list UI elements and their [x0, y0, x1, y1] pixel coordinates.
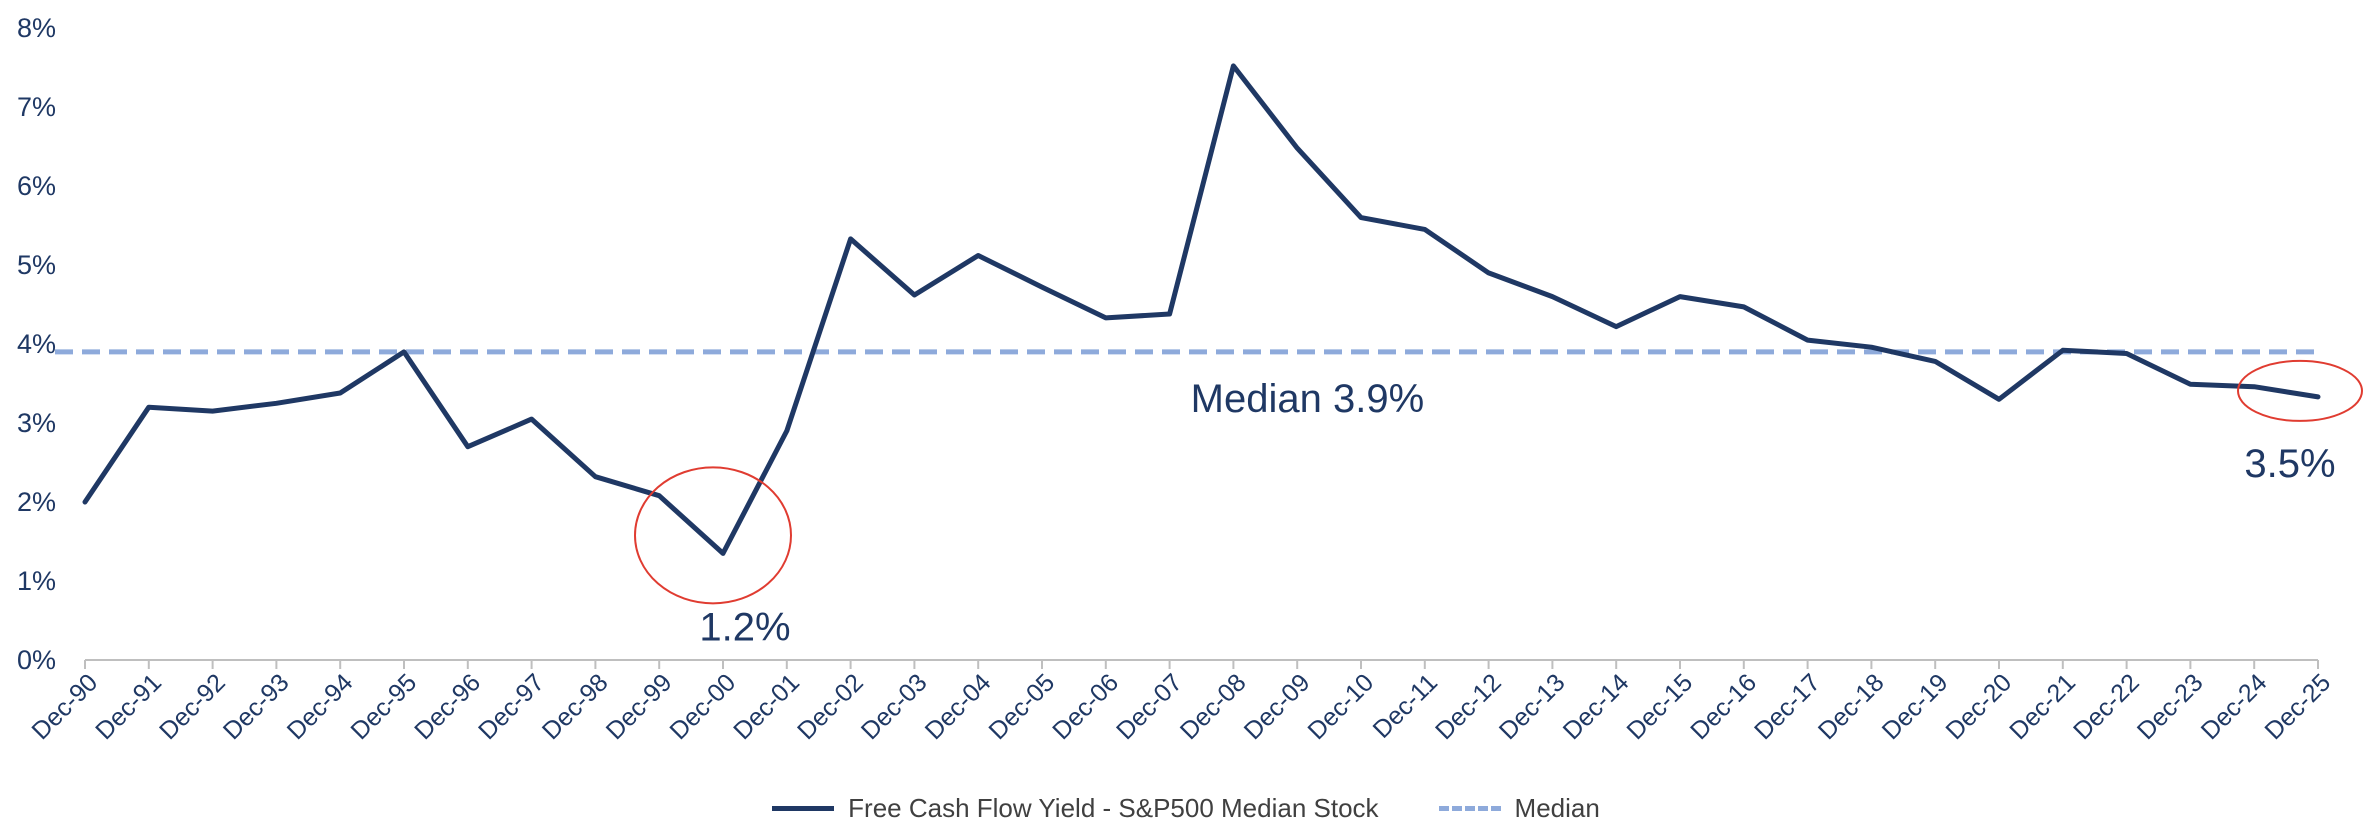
- x-tick-label: Dec-24: [2196, 668, 2273, 745]
- x-tick-label: Dec-95: [345, 668, 422, 745]
- x-tick-label: Dec-13: [1494, 668, 1571, 745]
- y-tick-label: 8%: [17, 13, 56, 43]
- y-tick-label: 5%: [17, 250, 56, 280]
- x-tick-label: Dec-20: [1940, 668, 2017, 745]
- x-tick-label: Dec-98: [537, 668, 614, 745]
- x-tick-label: Dec-03: [856, 668, 933, 745]
- x-tick-label: Dec-18: [1813, 668, 1890, 745]
- x-tick-label: Dec-19: [1877, 668, 1954, 745]
- y-tick-label: 2%: [17, 487, 56, 517]
- x-tick-label: Dec-94: [282, 668, 359, 745]
- x-tick-label: Dec-08: [1175, 668, 1252, 745]
- x-tick-label: Dec-97: [473, 668, 550, 745]
- y-tick-label: 0%: [17, 645, 56, 675]
- x-tick-label: Dec-04: [920, 668, 997, 745]
- x-tick-label: Dec-10: [1302, 668, 1379, 745]
- legend-label-median: Median: [1514, 792, 1600, 823]
- x-tick-label: Dec-15: [1621, 668, 1698, 745]
- line-chart: 0%1%2%3%4%5%6%7%8% Dec-90Dec-91Dec-92Dec…: [17, 13, 2363, 745]
- legend-item-fcf-yield: Free Cash Flow Yield - S&P500 Median Sto…: [772, 792, 1379, 824]
- x-tick-label: Dec-25: [2259, 668, 2336, 745]
- series-layer: [82, 63, 2321, 556]
- x-tick-label: Dec-91: [90, 668, 167, 745]
- x-tick-label: Dec-07: [1111, 668, 1188, 745]
- fcf-yield-line: [82, 63, 2321, 556]
- x-tick-label: Dec-99: [601, 668, 678, 745]
- x-tick-label: Dec-90: [26, 668, 103, 745]
- y-tick-label: 3%: [17, 408, 56, 438]
- y-tick-label: 4%: [17, 329, 56, 359]
- highlight-circle: [2237, 359, 2363, 422]
- legend-swatch-dashed: [1438, 805, 1501, 811]
- annotation-layer: Median 3.9% 1.2% 3.5%: [634, 359, 2363, 649]
- x-tick-label: Dec-01: [728, 668, 805, 745]
- x-tick-label: Dec-21: [2004, 668, 2081, 745]
- x-tick-label: Dec-22: [2068, 668, 2145, 745]
- x-tick-label: Dec-00: [664, 668, 741, 745]
- x-tick-label: Dec-09: [1239, 668, 1316, 745]
- y-tick-label: 1%: [17, 566, 56, 596]
- highlight-circle: [634, 466, 792, 605]
- x-tick-label: Dec-93: [218, 668, 295, 745]
- x-tick-label: Dec-96: [409, 668, 486, 745]
- x-tick-label: Dec-23: [2132, 668, 2209, 745]
- x-tick-label: Dec-06: [1047, 668, 1124, 745]
- legend-label-fcf-yield: Free Cash Flow Yield - S&P500 Median Sto…: [848, 792, 1379, 823]
- legend: Free Cash Flow Yield - S&P500 Median Sto…: [0, 790, 2372, 826]
- legend-item-median: Median: [1438, 792, 1600, 824]
- y-tick-label: 7%: [17, 92, 56, 122]
- x-tick-label: Dec-11: [1368, 668, 1443, 743]
- annotation-label: 1.2%: [699, 605, 790, 649]
- x-axis: Dec-90Dec-91Dec-92Dec-93Dec-94Dec-95Dec-…: [26, 659, 2336, 745]
- legend-swatch-solid: [772, 805, 835, 811]
- x-tick-label: Dec-17: [1749, 668, 1826, 745]
- y-axis: 0% 1% 2% 3% 4% 5% 6% 7% 8%: [17, 13, 56, 675]
- annotation-label: Median 3.9%: [1191, 377, 1424, 421]
- annotation-label: 3.5%: [2244, 442, 2335, 486]
- x-tick-label: Dec-12: [1430, 668, 1507, 745]
- x-tick-label: Dec-92: [154, 668, 231, 745]
- x-tick-label: Dec-14: [1558, 668, 1635, 745]
- y-tick-label: 6%: [17, 171, 56, 201]
- x-tick-label: Dec-02: [792, 668, 869, 745]
- x-tick-label: Dec-05: [983, 668, 1060, 745]
- x-tick-label: Dec-16: [1685, 668, 1762, 745]
